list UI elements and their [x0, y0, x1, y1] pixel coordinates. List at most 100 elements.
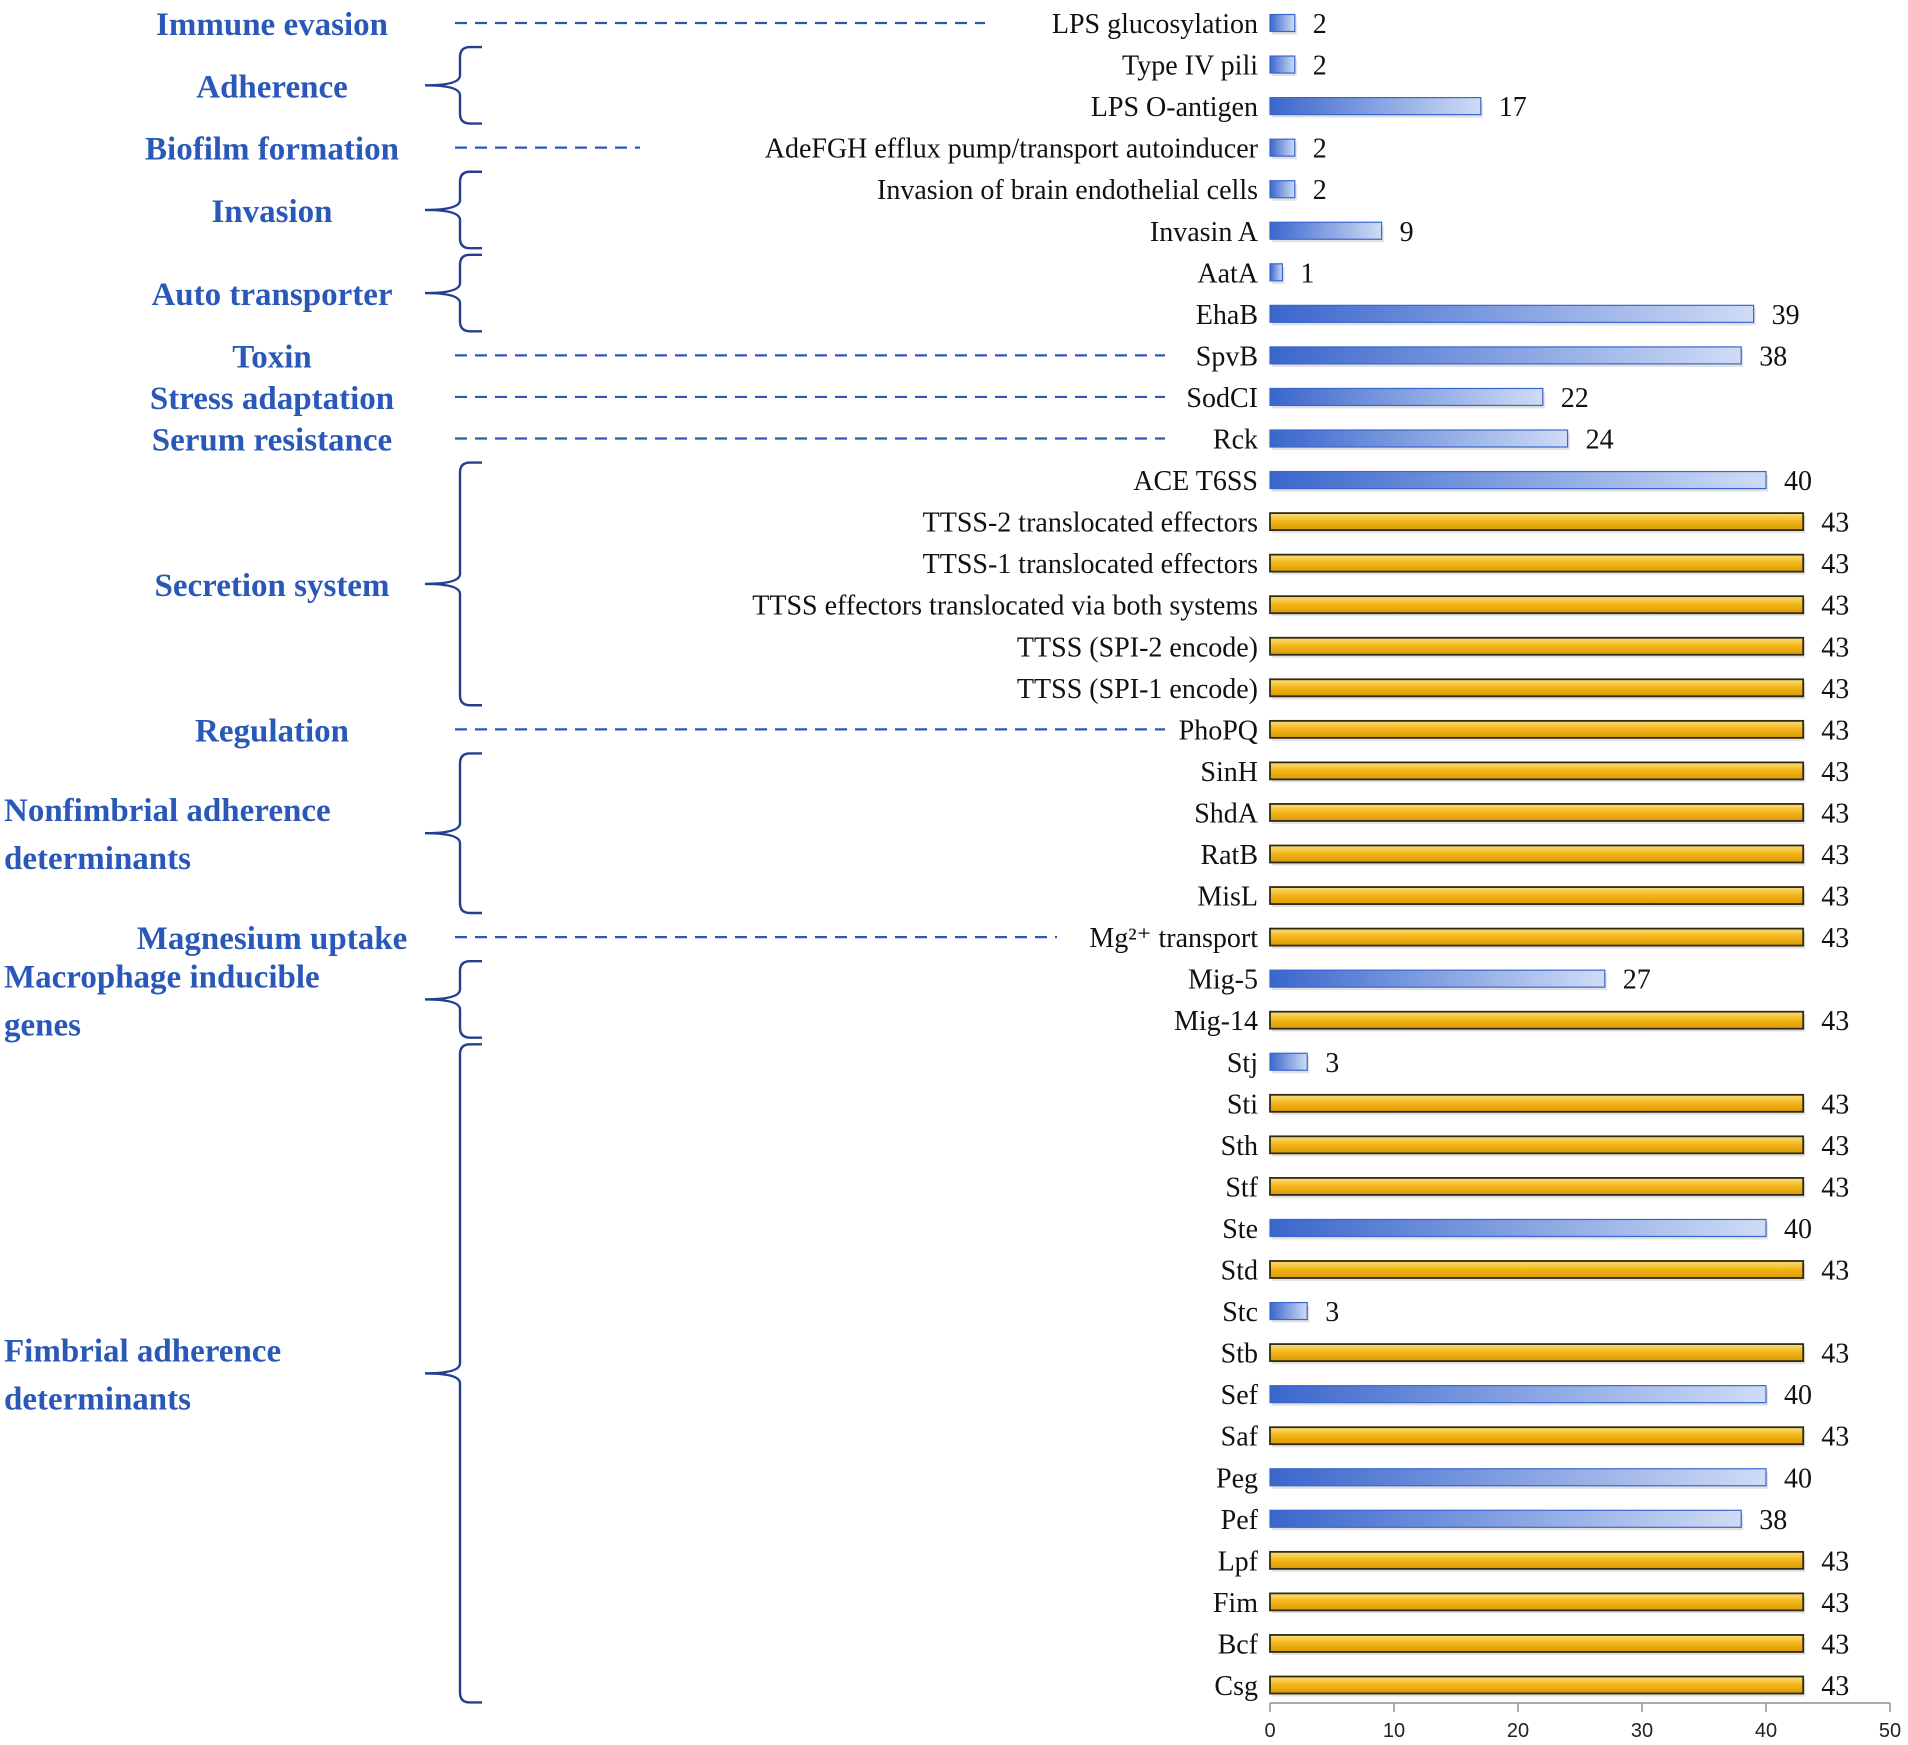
gene-label: TTSS (SPI-1 encode) [1017, 674, 1258, 705]
bar-full [1269, 844, 1805, 864]
bar-full [1269, 803, 1805, 822]
category-group: Magnesium uptake [137, 921, 1057, 957]
bar-full [1269, 1260, 1805, 1279]
categories-layer: Immune evasion Adherence Biofilm formation… [4, 7, 1165, 1704]
gene-label: TTSS (SPI-2 encode) [1017, 632, 1258, 663]
category-label: Magnesium uptake [137, 921, 407, 957]
gene-label: SodCI [1186, 383, 1258, 414]
value-label: 43 [1821, 1339, 1849, 1370]
value-label: 40 [1784, 1380, 1812, 1411]
bar-full [1269, 719, 1805, 739]
bar-row: AatA 1 [1197, 258, 1314, 289]
gene-label: Stc [1222, 1297, 1258, 1328]
bar-full [1269, 512, 1805, 531]
gene-label: Saf [1221, 1422, 1259, 1453]
bar-row: Pef 38 [1221, 1505, 1788, 1536]
category-group: Biofilm formation [145, 132, 640, 168]
value-label: 43 [1821, 1422, 1849, 1453]
gene-label: Mg²⁺ transport [1089, 923, 1258, 954]
value-label: 43 [1821, 798, 1849, 829]
value-label: 43 [1821, 674, 1849, 705]
gene-label: ShdA [1194, 798, 1259, 829]
x-tick-label: 50 [1879, 1720, 1901, 1742]
bar-row: Stf 43 [1225, 1172, 1849, 1203]
curly-brace [424, 170, 482, 250]
gene-label: LPS glucosylation [1052, 9, 1258, 40]
bar-full [1269, 1343, 1805, 1362]
value-label: 1 [1300, 258, 1314, 289]
gene-label: Stf [1225, 1172, 1258, 1203]
bar-row: Stj 3 [1227, 1048, 1339, 1079]
x-tick-label: 30 [1631, 1720, 1653, 1742]
bar-full [1269, 1550, 1805, 1570]
bar-partial [1269, 387, 1544, 407]
value-label: 38 [1759, 341, 1787, 372]
bar-full [1269, 1675, 1805, 1695]
x-tick-label: 10 [1383, 1720, 1405, 1742]
category-label: Macrophage inducible [4, 959, 320, 995]
value-label: 3 [1325, 1297, 1339, 1328]
bar-partial [1269, 304, 1755, 323]
gene-label: RatB [1200, 840, 1258, 871]
bar-row: Type IV pili 2 [1122, 51, 1327, 82]
category-group: Adherence [196, 45, 482, 125]
bar-row: Csg 43 [1214, 1671, 1849, 1702]
value-label: 22 [1561, 383, 1589, 414]
category-group: Macrophage inducible genes [4, 959, 482, 1043]
bar-partial [1269, 180, 1296, 199]
category-label: Auto transporter [151, 277, 392, 313]
bar-row: LPS glucosylation 2 [1052, 9, 1327, 40]
value-label: 43 [1821, 1629, 1849, 1660]
bar-row: Fim 43 [1213, 1588, 1849, 1619]
category-label: determinants [4, 841, 191, 877]
category-group: Stress adaptation [150, 381, 1165, 417]
gene-label: Invasin A [1150, 217, 1259, 248]
category-label: Stress adaptation [150, 381, 394, 417]
bar-partial [1269, 221, 1383, 240]
bar-full [1269, 1592, 1805, 1612]
value-label: 40 [1784, 1214, 1812, 1245]
value-label: 43 [1821, 923, 1849, 954]
gene-label: EhaB [1196, 300, 1258, 331]
bar-partial [1269, 263, 1283, 282]
category-label: Invasion [211, 194, 332, 230]
x-tick-label: 0 [1264, 1720, 1275, 1742]
bar-partial [1269, 346, 1742, 365]
bar-row: EhaB 39 [1196, 300, 1800, 331]
value-label: 3 [1325, 1048, 1339, 1079]
bar-row: SpvB 38 [1196, 341, 1787, 372]
gene-label: TTSS-1 translocated effectors [923, 549, 1258, 580]
bar-full [1269, 1135, 1805, 1155]
value-label: 43 [1821, 1256, 1849, 1287]
gene-label: Pef [1221, 1505, 1259, 1536]
bar-full [1269, 553, 1805, 573]
category-group: Auto transporter [151, 253, 482, 333]
value-label: 43 [1821, 1546, 1849, 1577]
value-label: 43 [1821, 840, 1849, 871]
gene-label: SpvB [1196, 341, 1258, 372]
gene-label: TTSS-2 translocated effectors [923, 508, 1258, 539]
category-label: Toxin [232, 339, 312, 375]
bar-full [1269, 1177, 1805, 1196]
bar-full [1269, 678, 1805, 698]
bar-partial [1269, 969, 1606, 988]
value-label: 43 [1821, 757, 1849, 788]
value-label: 39 [1772, 300, 1800, 331]
bars-layer: LPS glucosylation 2 Type IV pili 2 LPS O-ant… [752, 9, 1849, 1702]
value-label: 2 [1313, 51, 1327, 82]
value-label: 43 [1821, 508, 1849, 539]
curly-brace [424, 461, 482, 707]
bar-row: TTSS-1 translocated effectors 43 [923, 549, 1850, 580]
gene-label: MisL [1197, 882, 1258, 913]
bar-row: Ste 40 [1222, 1214, 1812, 1245]
value-label: 27 [1623, 965, 1651, 996]
bar-row: Std 43 [1221, 1256, 1850, 1287]
value-label: 43 [1821, 632, 1849, 663]
value-label: 43 [1821, 1671, 1849, 1702]
category-label: Regulation [195, 713, 349, 749]
category-label: Adherence [196, 69, 348, 105]
bar-full [1269, 1010, 1805, 1030]
gene-label: LPS O-antigen [1091, 92, 1258, 123]
bar-full [1269, 927, 1805, 947]
bar-row: TTSS (SPI-1 encode) 43 [1017, 674, 1849, 705]
